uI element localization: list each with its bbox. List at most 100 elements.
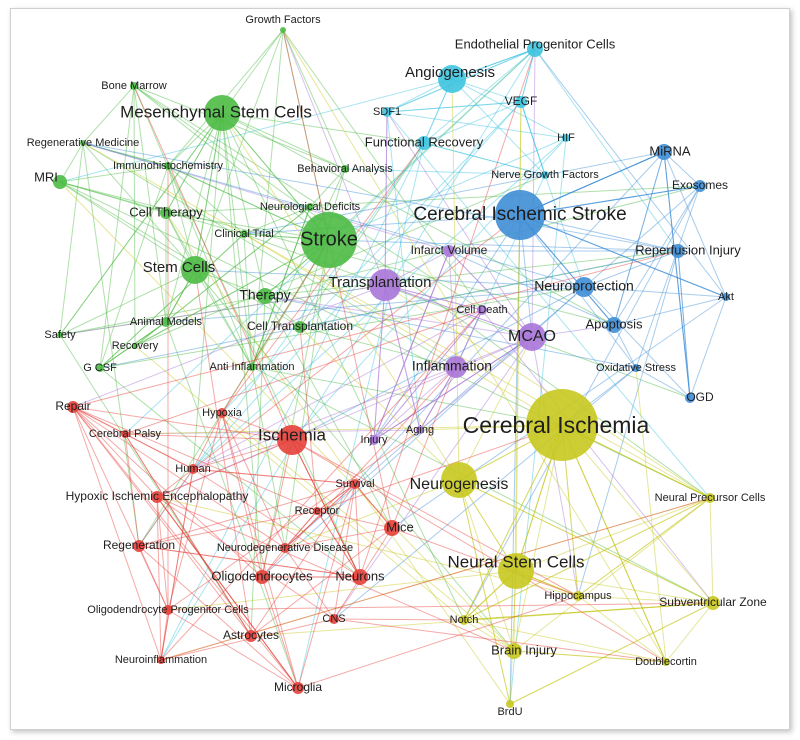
edge — [160, 609, 169, 661]
edge — [160, 309, 483, 661]
edge — [251, 168, 346, 368]
node — [573, 591, 583, 601]
node-label: Immunohistochemistry — [113, 160, 224, 172]
edge — [99, 165, 169, 369]
edge — [513, 424, 563, 652]
edge — [419, 366, 457, 431]
edge — [328, 137, 567, 241]
edge — [167, 602, 714, 611]
edge — [221, 412, 263, 578]
frame — [10, 8, 790, 730]
edge — [284, 527, 393, 549]
node-label: Akt — [718, 291, 734, 303]
edge — [328, 239, 679, 252]
edge — [72, 406, 293, 441]
node-label: Cerebral Ischemia — [463, 412, 650, 438]
node-label: Regeneration — [103, 538, 175, 552]
edge — [561, 424, 667, 663]
edge — [373, 284, 386, 441]
edge — [419, 366, 457, 431]
edge — [373, 309, 483, 441]
node-label: Repair — [55, 399, 90, 413]
node-label: Clinical Trial — [214, 228, 273, 240]
edge — [297, 595, 579, 689]
edge — [261, 366, 457, 578]
edge — [138, 239, 330, 547]
edge — [72, 406, 263, 578]
node-label: VEGF — [505, 94, 538, 108]
edge — [665, 602, 714, 663]
node — [163, 605, 173, 615]
node — [294, 321, 306, 333]
edge — [333, 483, 356, 620]
node-label: Stroke — [300, 228, 358, 250]
edge — [250, 602, 714, 637]
edge — [583, 250, 679, 288]
edge — [354, 483, 361, 578]
edge — [243, 233, 253, 368]
edge — [124, 433, 252, 637]
node — [445, 356, 467, 378]
edge — [250, 483, 356, 637]
node-label: Animal Models — [130, 316, 203, 328]
node-label: Receptor — [295, 505, 340, 517]
node-label: Human — [175, 463, 210, 475]
node — [313, 507, 321, 515]
edge — [72, 250, 679, 408]
edge — [192, 412, 223, 470]
edge — [72, 406, 252, 637]
edge — [583, 286, 691, 399]
node — [417, 136, 431, 150]
node-label: Cell Therapy — [129, 204, 203, 219]
edge — [192, 439, 293, 470]
edge — [284, 510, 318, 549]
edge — [133, 85, 330, 241]
edge — [167, 165, 361, 578]
node — [506, 700, 514, 708]
edge — [299, 326, 318, 512]
node — [280, 543, 290, 553]
edge — [386, 111, 421, 431]
edge — [561, 424, 667, 663]
node — [181, 256, 209, 284]
node-label: Neurological Deficits — [260, 201, 361, 213]
edge — [156, 496, 169, 611]
edge — [138, 545, 299, 689]
edge — [515, 570, 714, 604]
edge — [221, 112, 425, 144]
edge — [82, 142, 196, 271]
node-label: Neuroprotection — [534, 278, 634, 294]
edge — [519, 214, 679, 252]
node-label: Oxidative Stress — [596, 362, 677, 374]
edge — [316, 483, 356, 512]
edge — [221, 112, 253, 368]
edge — [520, 101, 546, 176]
edge — [297, 142, 425, 689]
node-label: Cerebral Palsy — [89, 428, 162, 440]
edge — [384, 284, 533, 338]
edge — [458, 479, 515, 652]
edge — [419, 336, 533, 431]
node — [705, 493, 715, 503]
edge — [663, 151, 701, 187]
edge — [194, 29, 284, 271]
edge — [577, 497, 711, 597]
node — [382, 107, 392, 117]
node-label: Hypoxic Ischemic Encephalopathy — [66, 489, 249, 503]
edge — [299, 326, 460, 481]
node — [151, 491, 163, 503]
node — [706, 596, 720, 610]
edge — [451, 48, 536, 80]
edge — [519, 214, 727, 298]
edge — [72, 406, 162, 661]
edge — [384, 284, 533, 338]
edge — [72, 406, 318, 512]
node-label: Transplantation — [329, 274, 432, 291]
edge — [284, 547, 335, 620]
edge — [513, 650, 667, 663]
node-label: Safety — [44, 329, 76, 341]
edge — [354, 483, 393, 529]
edge — [192, 112, 223, 470]
node-label: BrdU — [497, 706, 522, 718]
edge — [519, 151, 665, 216]
